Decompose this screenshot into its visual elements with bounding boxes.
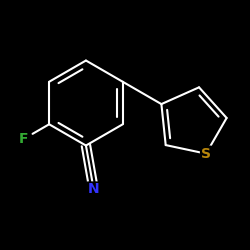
Text: F: F xyxy=(18,132,28,146)
Text: S: S xyxy=(201,147,211,161)
Text: N: N xyxy=(88,182,100,196)
